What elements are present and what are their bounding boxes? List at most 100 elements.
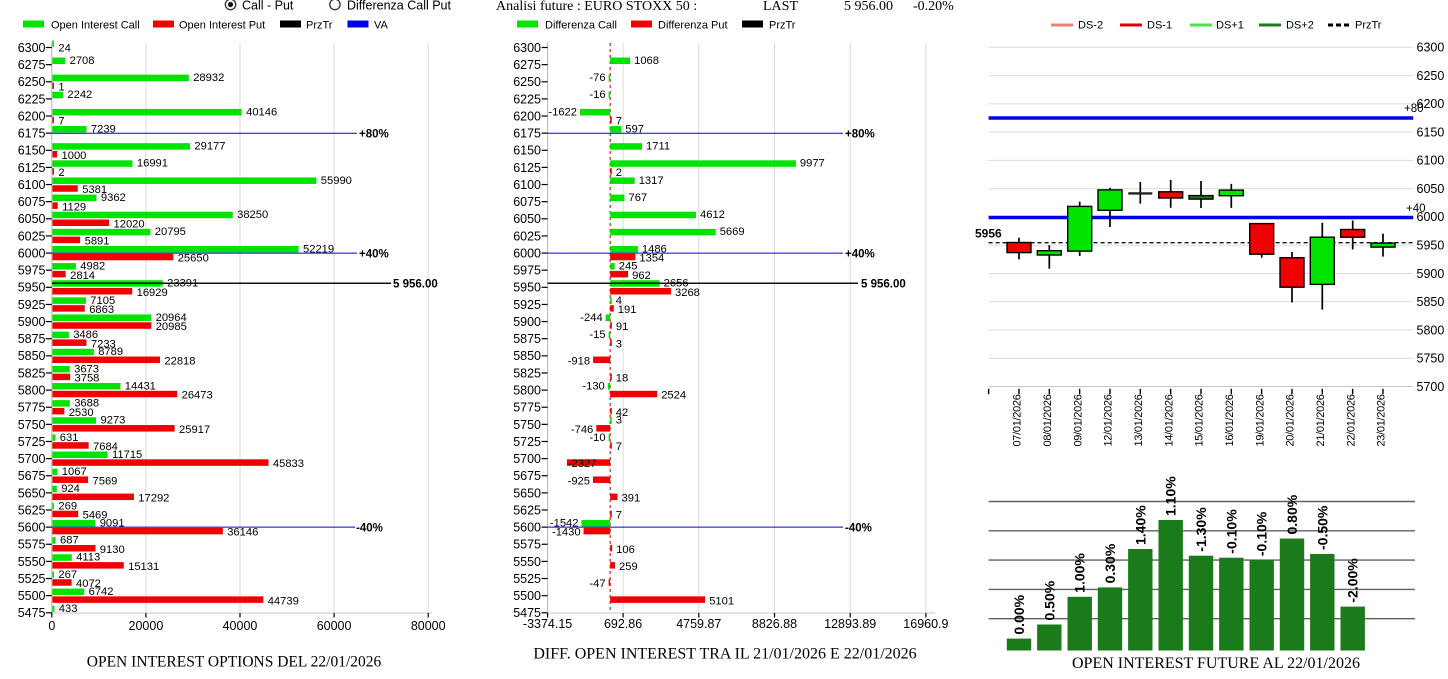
svg-text:6125: 6125: [18, 161, 46, 175]
svg-text:-746: -746: [571, 424, 593, 436]
svg-text:1.10%: 1.10%: [1163, 476, 1179, 516]
svg-text:6025: 6025: [513, 229, 541, 243]
svg-text:6863: 6863: [89, 304, 114, 316]
svg-text:3486: 3486: [73, 329, 98, 341]
svg-text:5101: 5101: [709, 595, 734, 607]
svg-text:40000: 40000: [223, 619, 258, 633]
svg-text:3268: 3268: [675, 287, 700, 299]
svg-text:2708: 2708: [70, 55, 95, 67]
svg-text:3758: 3758: [75, 373, 100, 385]
svg-text:924: 924: [61, 483, 80, 495]
svg-text:5825: 5825: [513, 366, 541, 380]
svg-text:7684: 7684: [93, 441, 118, 453]
svg-text:29177: 29177: [194, 141, 225, 153]
svg-text:7: 7: [616, 441, 622, 453]
svg-text:+40: +40: [1406, 203, 1426, 215]
svg-text:5650: 5650: [513, 486, 541, 500]
svg-text:0.50%: 0.50%: [1041, 580, 1057, 620]
svg-text:7: 7: [58, 116, 64, 128]
svg-text:6100: 6100: [1417, 154, 1445, 168]
svg-text:5950: 5950: [513, 281, 541, 295]
svg-text:8826.88: 8826.88: [752, 617, 797, 631]
svg-text:7239: 7239: [91, 123, 116, 135]
svg-text:259: 259: [619, 561, 638, 573]
svg-text:3673: 3673: [74, 363, 99, 375]
svg-text:Analisi future : EURO STOXX 50: Analisi future : EURO STOXX 50 :: [496, 0, 697, 14]
svg-text:12893.89: 12893.89: [824, 617, 876, 631]
svg-text:36146: 36146: [227, 527, 258, 539]
svg-text:20985: 20985: [156, 321, 187, 333]
svg-text:4982: 4982: [80, 261, 105, 273]
svg-text:11715: 11715: [112, 449, 142, 461]
svg-text:Differenza Put: Differenza Put: [658, 20, 728, 32]
svg-text:-76: -76: [589, 72, 605, 84]
svg-text:Differenza Call: Differenza Call: [545, 20, 617, 32]
svg-text:6225: 6225: [18, 92, 46, 106]
svg-text:-0.10%: -0.10%: [1223, 509, 1239, 554]
svg-text:3688: 3688: [74, 398, 99, 410]
svg-text:12/01/2026: 12/01/2026: [1103, 394, 1115, 446]
svg-text:6100: 6100: [513, 178, 541, 192]
svg-text:191: 191: [618, 304, 637, 316]
svg-text:Call - Put: Call - Put: [242, 0, 294, 13]
svg-text:+40%: +40%: [359, 248, 389, 260]
svg-text:0.00%: 0.00%: [1011, 594, 1027, 634]
svg-text:91: 91: [616, 321, 628, 333]
svg-text:+80%: +80%: [845, 128, 875, 140]
svg-text:Open Interest Put: Open Interest Put: [179, 20, 265, 32]
svg-text:5700: 5700: [18, 452, 46, 466]
svg-text:-918: -918: [568, 355, 590, 367]
svg-text:5800: 5800: [1417, 323, 1445, 337]
svg-text:5750: 5750: [513, 418, 541, 432]
svg-text:-925: -925: [568, 475, 590, 487]
svg-text:0.80%: 0.80%: [1284, 494, 1300, 534]
svg-text:5725: 5725: [513, 435, 541, 449]
svg-text:2524: 2524: [661, 390, 686, 402]
svg-text:5500: 5500: [18, 589, 46, 603]
svg-text:6300: 6300: [1417, 41, 1445, 55]
svg-text:-1430: -1430: [552, 527, 581, 539]
svg-text:4113: 4113: [76, 552, 100, 564]
svg-text:5500: 5500: [513, 589, 541, 603]
svg-text:20795: 20795: [155, 226, 186, 238]
svg-text:5381: 5381: [82, 184, 107, 196]
svg-text:09/01/2026: 09/01/2026: [1072, 394, 1084, 446]
svg-text:1711: 1711: [646, 141, 670, 153]
svg-text:1129: 1129: [62, 201, 86, 213]
svg-text:5 956.00: 5 956.00: [844, 0, 893, 14]
svg-text:5950: 5950: [1417, 239, 1445, 253]
svg-text:692.86: 692.86: [604, 617, 642, 631]
svg-text:-0.10%: -0.10%: [1254, 511, 1270, 556]
svg-text:2530: 2530: [69, 407, 94, 419]
svg-text:DS+2: DS+2: [1286, 20, 1314, 32]
svg-text:5900: 5900: [18, 315, 46, 329]
svg-text:4612: 4612: [700, 209, 725, 221]
svg-text:+80%: +80%: [359, 128, 389, 140]
svg-text:5469: 5469: [83, 510, 108, 522]
svg-text:6025: 6025: [18, 229, 46, 243]
svg-text:45833: 45833: [273, 458, 304, 470]
svg-text:5550: 5550: [513, 555, 541, 569]
svg-text:52219: 52219: [303, 243, 334, 255]
svg-text:6150: 6150: [513, 144, 541, 158]
svg-text:5800: 5800: [513, 384, 541, 398]
svg-text:VA: VA: [374, 20, 389, 32]
svg-text:-15: -15: [589, 329, 605, 341]
svg-text:PrzTr: PrzTr: [1355, 20, 1382, 32]
svg-text:2: 2: [616, 167, 622, 179]
svg-text:1317: 1317: [639, 175, 664, 187]
svg-text:433: 433: [59, 603, 78, 615]
svg-text:5950: 5950: [18, 281, 46, 295]
svg-text:44739: 44739: [268, 595, 299, 607]
svg-text:25650: 25650: [178, 253, 209, 265]
svg-text:PrzTr: PrzTr: [769, 20, 796, 32]
svg-text:Open Interest Call: Open Interest Call: [51, 20, 140, 32]
svg-text:-1.30%: -1.30%: [1193, 507, 1209, 552]
svg-text:962: 962: [632, 270, 651, 282]
svg-text:6300: 6300: [18, 41, 46, 55]
svg-text:106: 106: [616, 544, 635, 556]
svg-text:+80: +80: [1404, 103, 1424, 115]
svg-text:-40%: -40%: [356, 522, 383, 534]
svg-text:6000: 6000: [18, 247, 46, 261]
svg-text:5 956.00: 5 956.00: [393, 279, 438, 291]
